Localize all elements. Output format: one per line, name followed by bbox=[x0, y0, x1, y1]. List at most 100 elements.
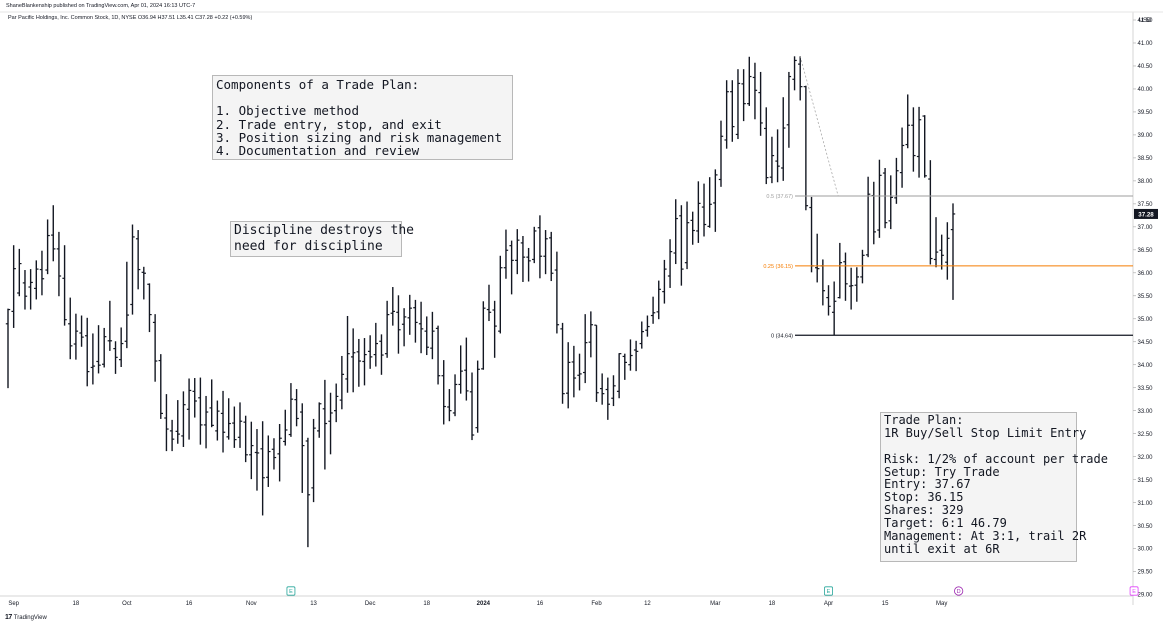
ohlc-bar bbox=[317, 402, 322, 438]
note-line: Stop: 36.15 bbox=[884, 490, 964, 505]
fib-trend-connector bbox=[799, 56, 839, 197]
earnings-e-icon bbox=[824, 586, 833, 596]
ohlc-bar bbox=[5, 308, 11, 389]
y-tick-label: 34.00 bbox=[1137, 363, 1153, 369]
ohlc-bar bbox=[633, 340, 639, 372]
ohlc-bar bbox=[198, 377, 203, 445]
ohlc-bar bbox=[22, 270, 28, 310]
note-line: Components of a Trade Plan: bbox=[216, 77, 420, 92]
y-tick-label: 33.00 bbox=[1137, 409, 1153, 415]
symbol-legend: Par Pacific Holdings, Inc. Common Stock,… bbox=[8, 15, 253, 21]
ohlc-bar bbox=[85, 317, 90, 387]
ohlc-bar bbox=[243, 415, 248, 463]
y-tick-label: 38.50 bbox=[1137, 156, 1153, 162]
tradingview-footer: 17 TradingView bbox=[5, 614, 47, 621]
ohlc-bar bbox=[339, 355, 345, 410]
ohlc-bar bbox=[786, 71, 792, 148]
ohlc-bar bbox=[362, 338, 367, 386]
ohlc-bar bbox=[407, 294, 412, 335]
ohlc-bar bbox=[232, 406, 237, 448]
x-tick-label: Nov bbox=[246, 601, 257, 607]
ohlc-bar bbox=[571, 345, 577, 398]
ohlc-bar bbox=[90, 333, 96, 385]
discipline-note[interactable]: Discipline destroys the need for discipli… bbox=[230, 221, 414, 257]
note-line: 3. Position sizing and risk management bbox=[216, 129, 502, 145]
y-tick-label: 32.50 bbox=[1137, 432, 1153, 438]
x-tick-label: 18 bbox=[423, 601, 430, 607]
x-tick-label: Apr bbox=[824, 601, 833, 607]
ohlc-bar bbox=[537, 215, 543, 279]
ohlc-bar bbox=[831, 281, 837, 336]
x-tick-label: 15 bbox=[882, 601, 889, 607]
ohlc-bar bbox=[933, 217, 939, 268]
ohlc-bar bbox=[68, 297, 73, 360]
ohlc-bar bbox=[62, 245, 67, 326]
components-note[interactable]: Components of a Trade Plan: 1. Objective… bbox=[212, 75, 513, 160]
ohlc-bar bbox=[911, 107, 916, 172]
ohlc-bar bbox=[192, 378, 197, 418]
ohlc-bar bbox=[486, 284, 492, 322]
ohlc-bar bbox=[764, 107, 769, 185]
ohlc-bar bbox=[871, 181, 876, 245]
y-tick-label: 35.50 bbox=[1137, 294, 1153, 300]
ohlc-bar bbox=[435, 325, 441, 385]
y-tick-label: 38.00 bbox=[1137, 179, 1153, 185]
ohlc-bar bbox=[39, 250, 45, 296]
note-line: until exit at 6R bbox=[884, 541, 1000, 556]
ohlc-bar bbox=[169, 419, 175, 452]
y-tick-label: 29.00 bbox=[1137, 593, 1153, 599]
ohlc-bar bbox=[300, 403, 305, 493]
ohlc-bar bbox=[350, 328, 356, 393]
ohlc-bar bbox=[662, 259, 667, 304]
ohlc-bar bbox=[713, 169, 718, 232]
ohlc-bar bbox=[566, 342, 571, 409]
ohlc-bar bbox=[509, 240, 514, 295]
ohlc-bar bbox=[322, 379, 328, 470]
y-tick-label: 35.00 bbox=[1137, 317, 1153, 323]
ohlc-bar bbox=[543, 230, 548, 275]
note-line: Trade Plan: bbox=[884, 413, 964, 427]
ohlc-bar bbox=[237, 402, 243, 448]
dividend-icon bbox=[954, 586, 964, 596]
ohlc-bar bbox=[747, 56, 752, 106]
ohlc-bar bbox=[928, 160, 933, 265]
ohlc-bar bbox=[396, 295, 401, 354]
ohlc-bar bbox=[916, 106, 922, 178]
ohlc-bar bbox=[164, 394, 169, 452]
earnings-e-icon bbox=[286, 586, 296, 596]
tradingview-brand: TradingView bbox=[13, 614, 47, 621]
note-line: need for discipline bbox=[234, 239, 383, 254]
y-tick-label: 41.00 bbox=[1137, 41, 1153, 47]
ohlc-bar bbox=[367, 335, 373, 369]
ohlc-bar bbox=[464, 337, 469, 401]
note-line: Setup: Try Trade bbox=[884, 464, 1000, 479]
ohlc-bar bbox=[288, 383, 294, 437]
ohlc-bar bbox=[814, 233, 820, 283]
trade-plan-note[interactable]: Trade Plan: 1R Buy/Sell Stop Limit Entry … bbox=[880, 412, 1108, 562]
fib-level-label: 0.25 (36.15) bbox=[763, 264, 793, 270]
y-tick-label: 36.00 bbox=[1137, 271, 1153, 277]
last-price-label: 37.28 bbox=[1138, 211, 1154, 218]
ohlc-bar bbox=[605, 377, 611, 420]
ohlc-bar bbox=[599, 373, 605, 405]
y-tick-label: 29.50 bbox=[1137, 570, 1153, 576]
ohlc-bar bbox=[147, 283, 152, 333]
ohlc-bar bbox=[781, 97, 786, 181]
ohlc-bar bbox=[877, 159, 882, 238]
publish-line: ShaneBlankenship published on TradingVie… bbox=[6, 3, 196, 9]
ohlc-bar bbox=[922, 115, 927, 178]
ohlc-bar bbox=[17, 248, 22, 297]
event-marker-label: E bbox=[827, 589, 831, 595]
ohlc-bar bbox=[458, 345, 463, 394]
ohlc-bar bbox=[622, 353, 627, 380]
note-line: Target: 6:1 46.79 bbox=[884, 516, 1007, 531]
ohlc-bar bbox=[141, 266, 147, 300]
ohlc-bar bbox=[430, 311, 435, 360]
x-tick-label: 13 bbox=[310, 601, 317, 607]
ohlc-bar bbox=[888, 175, 893, 230]
ohlc-bar bbox=[639, 321, 644, 349]
ohlc-bar bbox=[950, 203, 956, 300]
y-tick-label: 40.00 bbox=[1137, 87, 1153, 93]
y-tick-label: 31.00 bbox=[1137, 501, 1153, 507]
